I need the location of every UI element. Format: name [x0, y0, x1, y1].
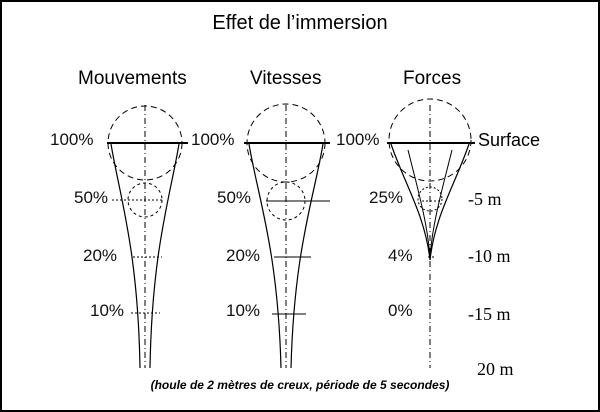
forces-orbit-surface — [388, 98, 472, 182]
depth-label-20m: 20 m — [477, 359, 514, 379]
vitesses-envelope-left — [248, 143, 282, 369]
surface-label: Surface — [478, 130, 541, 150]
column-title-mouvements: Mouvements — [78, 68, 187, 89]
mouvements-label-surface: 100% — [50, 130, 94, 149]
forces-label-15m: 0% — [388, 301, 413, 320]
forces-label-5m: 25% — [369, 188, 404, 207]
forces-orbit-5m — [417, 186, 443, 212]
mouvements-envelope-left — [110, 143, 141, 369]
caption: (houle de 2 mètres de creux, période de … — [150, 378, 450, 392]
column-title-vitesses: Vitesses — [250, 68, 322, 89]
depth-label-15m: -15 m — [468, 304, 511, 324]
mouvements-label-10m: 20% — [83, 246, 118, 265]
mouvements-label-5m: 50% — [74, 188, 109, 207]
diagram-title: Effet de l’immersion — [212, 12, 388, 34]
forces-group — [387, 98, 475, 368]
forces-envelope-inner-right — [429, 149, 453, 259]
forces-envelope-left — [390, 143, 431, 261]
forces-envelope-inner-left — [407, 149, 431, 259]
forces-envelope-right — [429, 143, 470, 261]
vitesses-label-5m: 50% — [217, 188, 252, 207]
vitesses-label-surface: 100% — [191, 130, 235, 149]
depth-label-10m: -10 m — [468, 246, 511, 266]
depth-label-5m: -5 m — [468, 189, 502, 209]
mouvements-label-15m: 10% — [90, 301, 125, 320]
column-title-forces: Forces — [403, 68, 462, 89]
forces-label-10m: 4% — [388, 246, 413, 265]
mouvements-envelope-right — [149, 143, 180, 369]
vitesses-label-10m: 20% — [226, 246, 261, 265]
forces-label-surface: 100% — [336, 130, 380, 149]
mouvements-group — [107, 105, 188, 369]
vitesses-group — [244, 103, 330, 369]
vitesses-label-15m: 10% — [226, 301, 261, 320]
vitesses-envelope-right — [290, 143, 324, 369]
